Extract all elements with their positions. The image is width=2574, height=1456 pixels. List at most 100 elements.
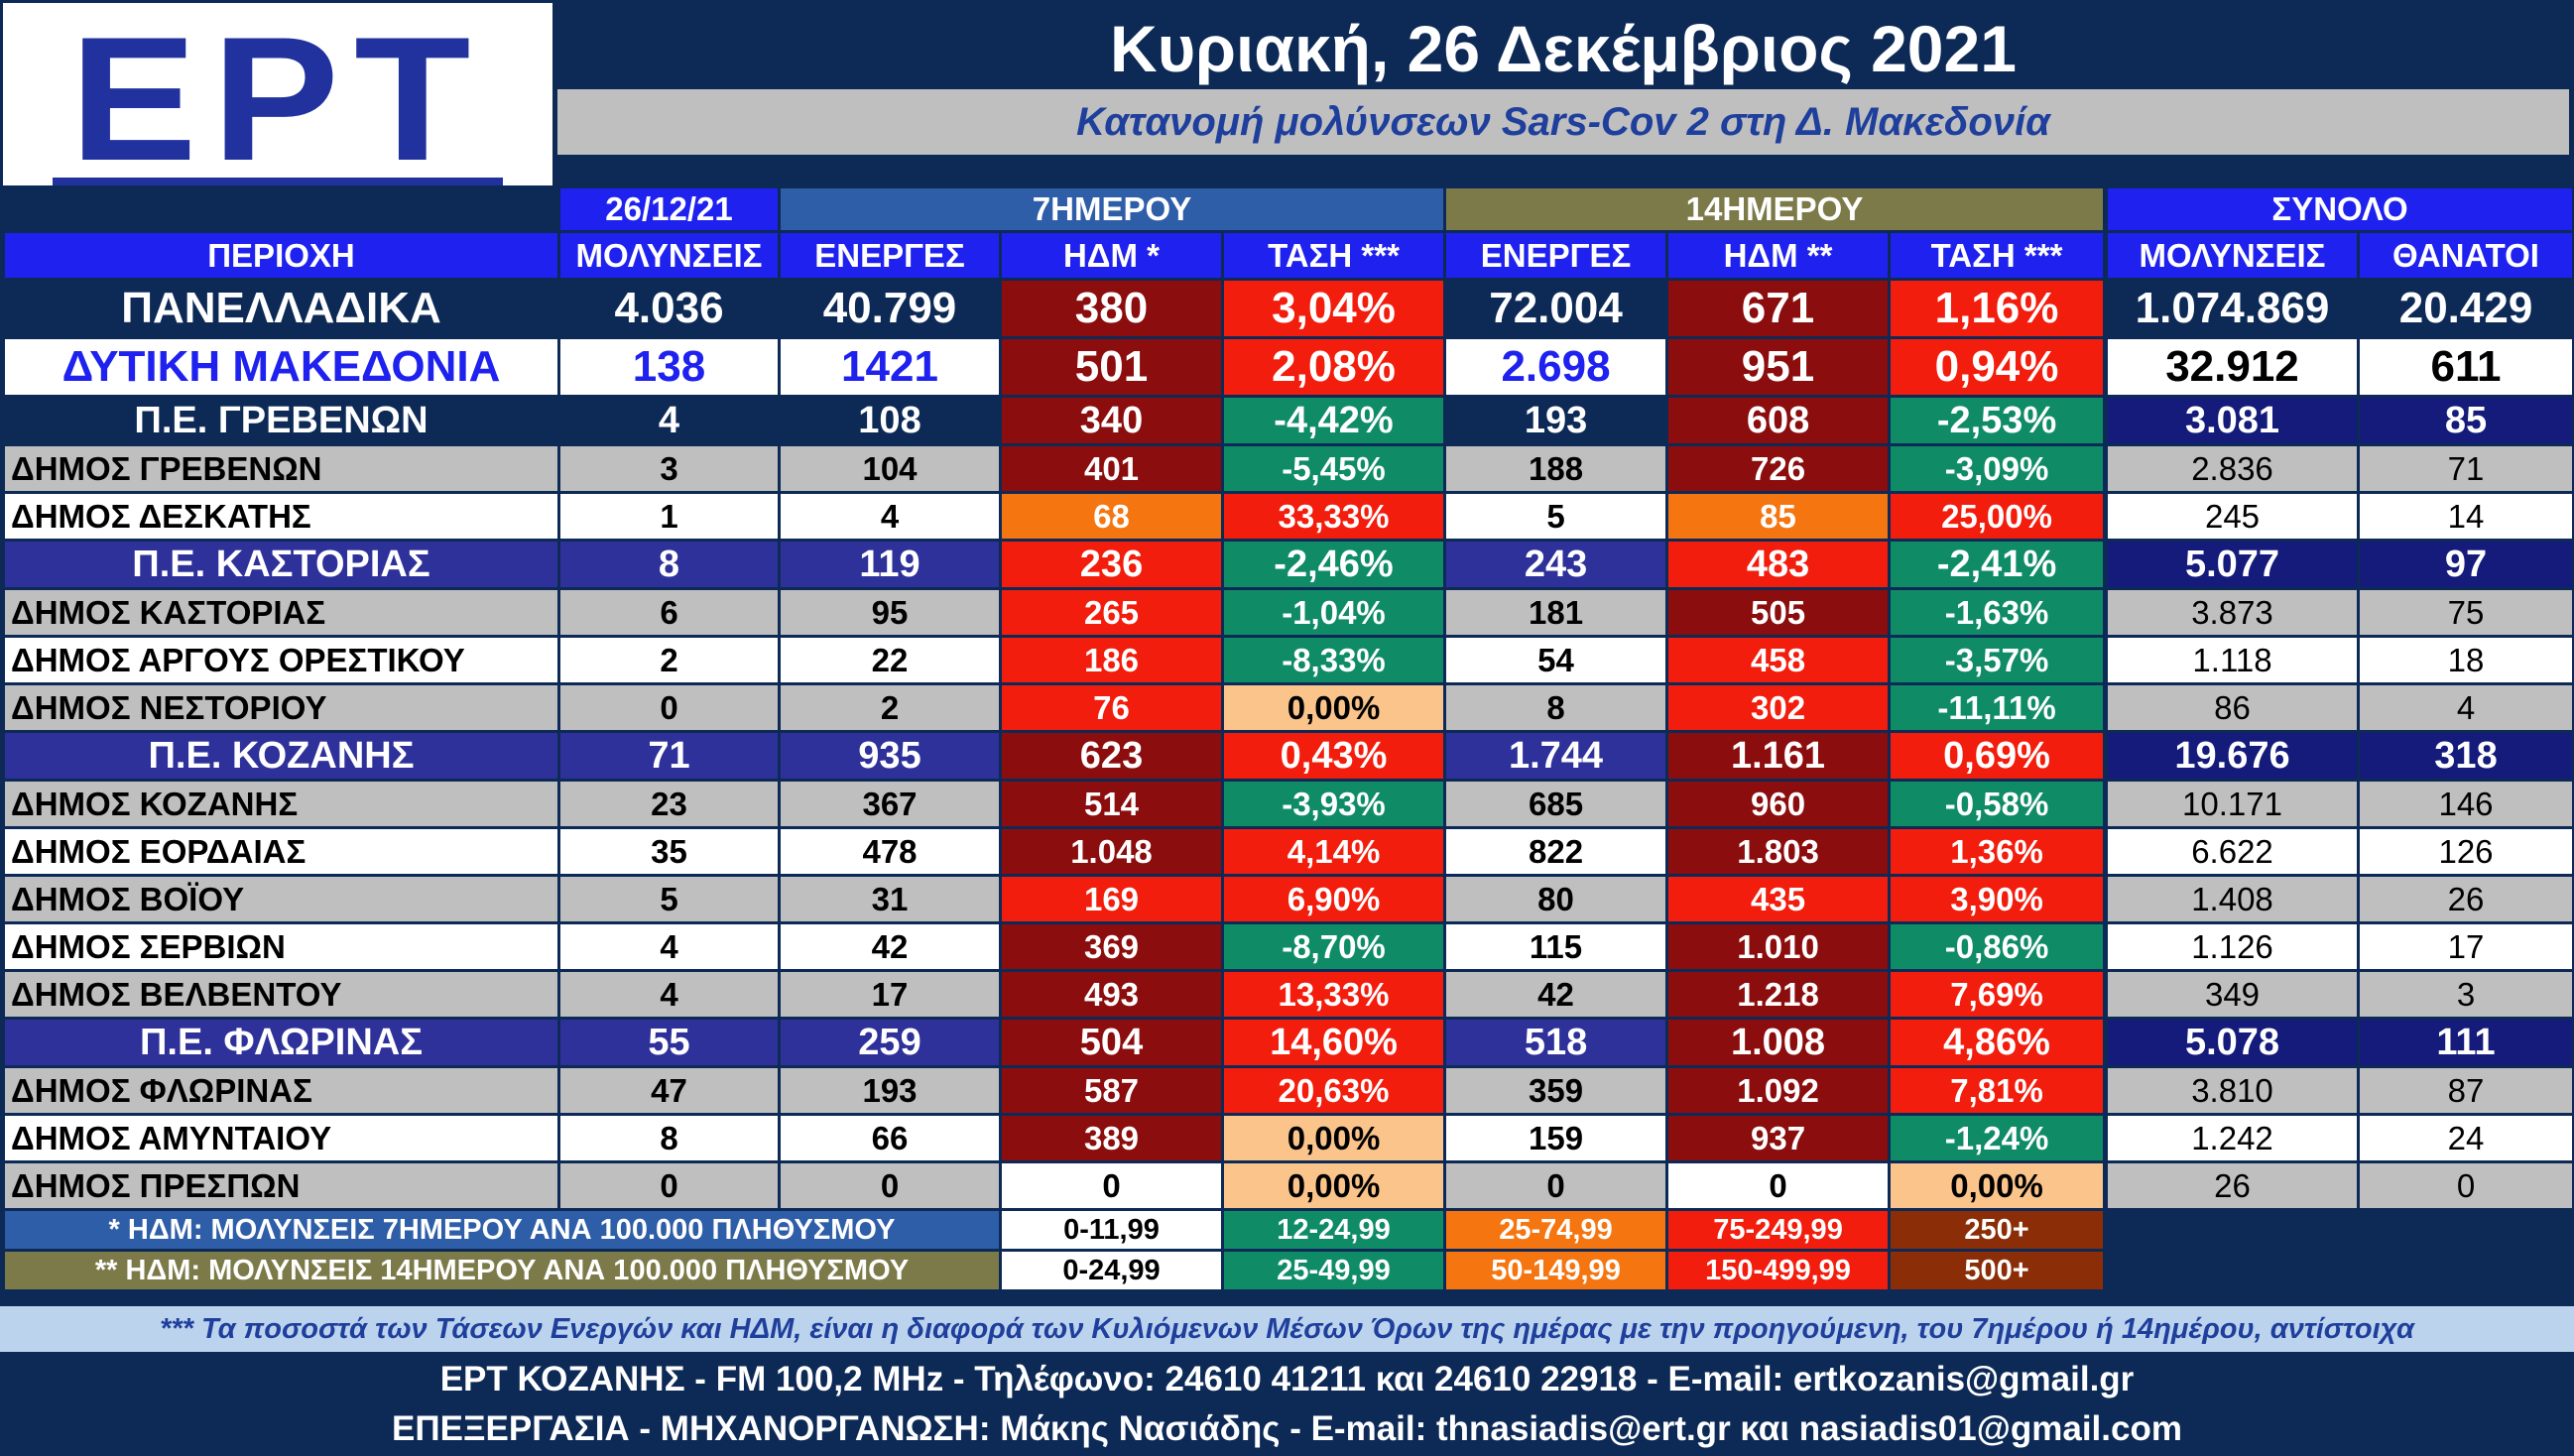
table-cell: 3.081 xyxy=(2105,395,2360,446)
table-cell: 3,90% xyxy=(1888,874,2107,924)
table-cell: -1,63% xyxy=(1888,587,2107,638)
table-row: ΔΥΤΙΚΗ ΜΑΚΕΔΟΝΙΑ 138 1421 501 2,08% 2.698 951 0… xyxy=(2,336,2107,398)
table-cell: 0,94% xyxy=(1888,336,2107,398)
region-name: ΔΗΜΟΣ ΝΕΣΤΟΡΙΟΥ xyxy=(2,682,560,733)
table-cell: 0 xyxy=(1443,1160,1669,1211)
table-cell: 1.126 xyxy=(2105,921,2360,972)
region-name: ΠΑΝΕΛΛΑΔΙΚΑ xyxy=(2,278,560,339)
table-cell: 493 xyxy=(999,969,1224,1020)
table-row: ΔΗΜΟΣ ΓΡΕΒΕΝΩΝ 3 104 401 -5,45% 188 726 -3,09% xyxy=(2,443,2107,494)
table-cell: 55 xyxy=(557,1017,781,1068)
table-cell: 10.171 xyxy=(2105,779,2360,829)
table-row: ΔΗΜΟΣ ΣΕΡΒΙΩΝ 4 42 369 -8,70% 115 1.010 -0,86% xyxy=(2,921,2107,972)
table-cell: 318 xyxy=(2356,730,2574,782)
table-cell: 504 xyxy=(999,1017,1224,1068)
table-cell: 458 xyxy=(1665,635,1892,685)
table-cell: 1,36% xyxy=(1888,826,2107,877)
table-cell: 3,04% xyxy=(1220,278,1447,339)
table-row: ΔΗΜΟΣ ΑΡΓΟΥΣ ΟΡΕΣΤΙΚΟΥ 2 22 186 -8,33% 54 458-… xyxy=(2,635,2107,685)
totals-row: 1.242 24 xyxy=(2105,1113,2574,1163)
region-name: ΔΗΜΟΣ ΣΕΡΒΙΩΝ xyxy=(2,921,560,972)
totals-table: ΣΥΝΟΛΟ ΜΟΛΥΝΣΕΙΣ ΘΑΝΑΤΟΙ 1.074.869 20.429 32.… xyxy=(2104,185,2574,1211)
region-name: ΔΗΜΟΣ ΑΡΓΟΥΣ ΟΡΕΣΤΙΚΟΥ xyxy=(2,635,560,685)
table-cell: -1,04% xyxy=(1220,587,1447,638)
table-cell: 20,63% xyxy=(1220,1065,1447,1116)
table-cell: 7,81% xyxy=(1888,1065,2107,1116)
table-cell: 435 xyxy=(1665,874,1892,924)
table-cell: -3,57% xyxy=(1888,635,2107,685)
table-cell: -2,41% xyxy=(1888,539,2107,590)
table-cell: -0,86% xyxy=(1888,921,2107,972)
table-cell: -8,33% xyxy=(1220,635,1447,685)
table-cell: 2.698 xyxy=(1443,336,1669,398)
table-cell: 1421 xyxy=(778,336,1002,398)
table-cell: 960 xyxy=(1665,779,1892,829)
table-cell: 4 xyxy=(2356,682,2574,733)
table-cell: 1.010 xyxy=(1665,921,1892,972)
table-cell: 0 xyxy=(2356,1160,2574,1211)
table-cell: 26 xyxy=(2105,1160,2360,1211)
totals-row: 3.081 85 xyxy=(2105,395,2574,446)
totals-row: 349 3 xyxy=(2105,969,2574,1020)
table-cell: 0,00% xyxy=(1888,1160,2107,1211)
table-cell: 608 xyxy=(1665,395,1892,446)
table-cell: 104 xyxy=(778,443,1002,494)
table-cell: 80 xyxy=(1443,874,1669,924)
table-cell: 349 xyxy=(2105,969,2360,1020)
table-cell: 401 xyxy=(999,443,1224,494)
legend-range: 500+ xyxy=(1888,1249,2107,1292)
table-row: ΔΗΜΟΣ ΒΟΪΟΥ 5 31 169 6,90% 80 435 3,90% xyxy=(2,874,2107,924)
table-cell: 95 xyxy=(778,587,1002,638)
table-cell: 2 xyxy=(557,635,781,685)
table-cell: -3,09% xyxy=(1888,443,2107,494)
legend-row: * ΗΔΜ: ΜΟΛΥΝΣΕΙΣ 7ΗΜΕΡΟΥ ΑΝΑ 100.000 ΠΛΗ… xyxy=(2,1208,2107,1252)
totals-row: 5.077 97 xyxy=(2105,539,2574,590)
region-name: ΔΥΤΙΚΗ ΜΑΚΕΔΟΝΙΑ xyxy=(2,336,560,398)
table-row: ΔΗΜΟΣ ΠΡΕΣΠΩΝ 0 0 0 0,00% 0 0 0,00% xyxy=(2,1160,2107,1211)
totals-row: 86 4 xyxy=(2105,682,2574,733)
region-name: ΔΗΜΟΣ ΒΟΪΟΥ xyxy=(2,874,560,924)
table-cell: 115 xyxy=(1443,921,1669,972)
table-cell: 367 xyxy=(778,779,1002,829)
table-cell: 3.810 xyxy=(2105,1065,2360,1116)
column-header-4: ΤΑΣΗ *** xyxy=(1220,230,1447,281)
table-cell: 68 xyxy=(999,491,1224,542)
table-cell: 0,43% xyxy=(1220,730,1447,782)
table-cell: -11,11% xyxy=(1888,682,2107,733)
region-name: ΔΗΜΟΣ ΚΟΖΑΝΗΣ xyxy=(2,779,560,829)
totals-row: 32.912 611 xyxy=(2105,336,2574,398)
legend-label: ** ΗΔΜ: ΜΟΛΥΝΣΕΙΣ 14ΗΜΕΡΟΥ ΑΝΑ 100.000 Π… xyxy=(2,1249,1002,1292)
table-cell: -3,93% xyxy=(1220,779,1447,829)
table-cell: 85 xyxy=(1665,491,1892,542)
table-cell: 159 xyxy=(1443,1113,1669,1163)
table-cell: 72.004 xyxy=(1443,278,1669,339)
table-cell: 611 xyxy=(2356,336,2574,398)
table-cell: -0,58% xyxy=(1888,779,2107,829)
table-cell: 7,69% xyxy=(1888,969,2107,1020)
table-cell: 0 xyxy=(557,682,781,733)
table-cell: 22 xyxy=(778,635,1002,685)
table-cell: 25,00% xyxy=(1888,491,2107,542)
logo-text: ΕΡΤ xyxy=(69,0,486,197)
table-row: Π.Ε. ΓΡΕΒΕΝΩΝ 4 108 340 -4,42% 193 608 -2,53% xyxy=(2,395,2107,446)
table-cell: 181 xyxy=(1443,587,1669,638)
table-cell: 14,60% xyxy=(1220,1017,1447,1068)
region-name: ΔΗΜΟΣ ΓΡΕΒΕΝΩΝ xyxy=(2,443,560,494)
totals-row: 26 0 xyxy=(2105,1160,2574,1211)
table-cell: 1 xyxy=(557,491,781,542)
legend-range: 12-24,99 xyxy=(1220,1208,1447,1252)
table-cell: 265 xyxy=(999,587,1224,638)
table-cell: 2 xyxy=(778,682,1002,733)
table-cell: 31 xyxy=(778,874,1002,924)
table-cell: 87 xyxy=(2356,1065,2574,1116)
table-cell: 33,33% xyxy=(1220,491,1447,542)
region-name: ΔΗΜΟΣ ΕΟΡΔΑΙΑΣ xyxy=(2,826,560,877)
table-cell: 6 xyxy=(557,587,781,638)
table-cell: 108 xyxy=(778,395,1002,446)
table-cell: 4 xyxy=(778,491,1002,542)
legend-range: 75-249,99 xyxy=(1665,1208,1892,1252)
table-cell: 13,33% xyxy=(1220,969,1447,1020)
table-cell: 5.077 xyxy=(2105,539,2360,590)
table-cell: 671 xyxy=(1665,278,1892,339)
table-cell: 3 xyxy=(2356,969,2574,1020)
